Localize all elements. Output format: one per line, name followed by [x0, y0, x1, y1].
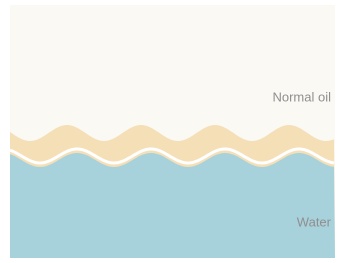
page: Normal oil Water (() => { const data = J… — [0, 0, 341, 263]
water-label: Water — [297, 214, 332, 229]
water-layer — [10, 153, 335, 258]
diagram: Normal oil Water — [0, 0, 341, 263]
oil-label: Normal oil — [272, 89, 331, 104]
